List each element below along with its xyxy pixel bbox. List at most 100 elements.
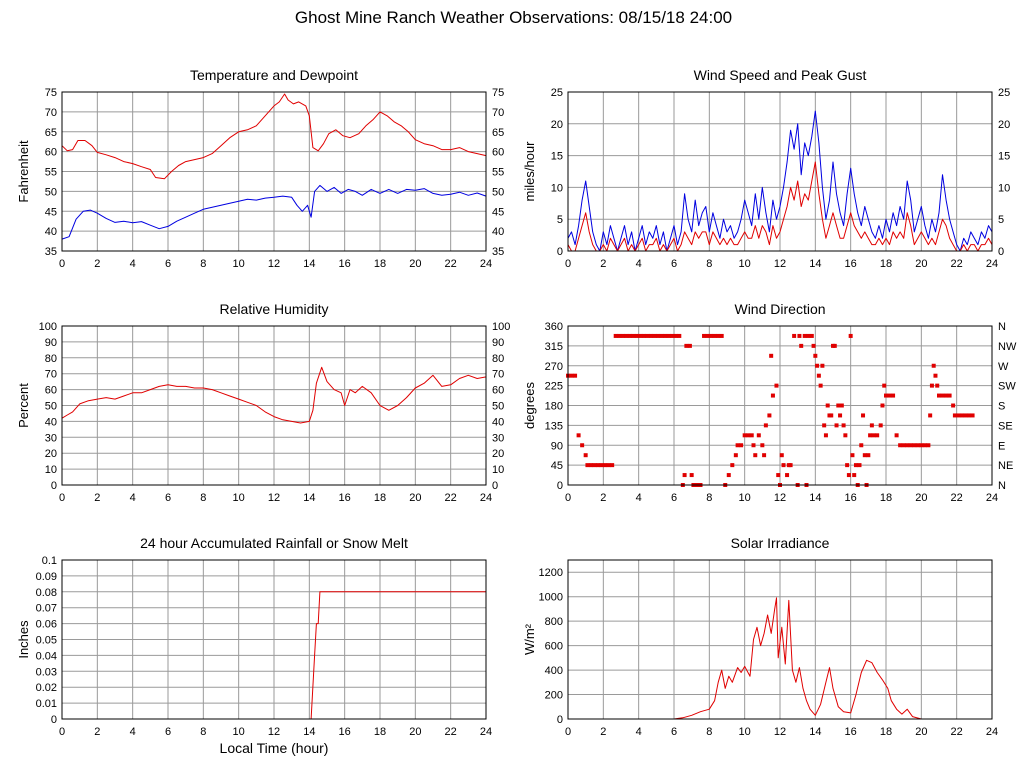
y-tick-label: 400 — [545, 665, 563, 677]
y-tick-label: 50 — [45, 401, 57, 413]
right-tick-label: N — [998, 480, 1006, 492]
data-point — [820, 363, 825, 368]
data-point — [884, 393, 888, 398]
data-point — [627, 333, 632, 338]
data-point — [951, 403, 956, 408]
x-tick-label: 0 — [59, 258, 65, 270]
data-point — [599, 463, 604, 468]
x-tick-label: 18 — [374, 492, 386, 504]
right-tick-label: 20 — [492, 448, 504, 460]
y-tick-label: 1200 — [539, 567, 563, 579]
y-tick-label: 0.05 — [36, 635, 57, 647]
data-point — [670, 333, 675, 338]
x-tick-label: 24 — [480, 726, 492, 738]
x-tick-label: 20 — [915, 258, 927, 270]
x-tick-label: 2 — [600, 726, 606, 738]
right-tick-label: 30 — [492, 432, 504, 444]
data-point — [770, 393, 775, 398]
y-tick-label: 20 — [45, 448, 57, 460]
y-tick-label: 225 — [545, 381, 563, 393]
x-tick-label: 18 — [374, 726, 386, 738]
data-point — [838, 413, 843, 418]
x-tick-label: 16 — [339, 492, 351, 504]
y-tick-label: 70 — [45, 369, 57, 381]
data-point — [689, 473, 694, 478]
data-point — [853, 463, 858, 468]
data-point — [905, 443, 910, 448]
data-point — [756, 433, 761, 438]
chart-temp: 0 2 4 6 8 10 12 14 16 18 20 22 243540455055606570753… — [16, 67, 504, 270]
x-axis-label: Local Time (hour) — [220, 740, 329, 756]
data-point — [617, 333, 622, 338]
data-point — [861, 413, 866, 418]
x-tick-label: 20 — [409, 492, 421, 504]
data-point — [834, 423, 839, 428]
right-tick-label: 35 — [492, 246, 504, 258]
x-tick-label: 14 — [809, 726, 821, 738]
right-tick-label: 60 — [492, 385, 504, 397]
data-point — [878, 423, 883, 428]
data-point — [580, 443, 585, 448]
y-tick-label: 270 — [545, 361, 563, 373]
y-tick-label: 600 — [545, 641, 563, 653]
x-tick-label: 4 — [130, 258, 136, 270]
x-tick-label: 24 — [986, 492, 998, 504]
data-point — [709, 333, 714, 338]
chart-wdir: 0 2 4 6 8 10 12 14 16 18 20 22 240459013518022527031… — [522, 301, 1017, 504]
data-point — [845, 463, 850, 468]
data-point — [659, 333, 664, 338]
x-tick-label: 4 — [636, 492, 642, 504]
x-tick-label: 24 — [480, 258, 492, 270]
data-point — [829, 413, 834, 418]
y-tick-label: 30 — [45, 432, 57, 444]
y-tick-label: 0.07 — [36, 603, 57, 615]
data-point — [868, 433, 873, 438]
data-point — [940, 393, 945, 398]
x-tick-label: 2 — [600, 258, 606, 270]
x-tick-label: 20 — [915, 726, 927, 738]
right-tick-label: 15 — [998, 151, 1010, 163]
data-point — [813, 353, 818, 358]
x-tick-label: 4 — [130, 492, 136, 504]
data-point — [931, 363, 936, 368]
data-point — [956, 413, 961, 418]
x-tick-label: 8 — [200, 492, 206, 504]
y-tick-label: 1000 — [539, 592, 563, 604]
chart-rh: 0 2 4 6 8 10 12 14 16 18 20 22 240102030405060708090… — [16, 301, 510, 504]
data-point — [928, 413, 933, 418]
right-tick-label: W — [998, 361, 1009, 373]
data-point — [937, 393, 941, 398]
y-tick-label: 200 — [545, 690, 563, 702]
data-point — [852, 473, 857, 478]
data-point — [908, 443, 913, 448]
x-tick-label: 10 — [233, 258, 245, 270]
data-point — [610, 463, 615, 468]
x-tick-label: 4 — [636, 258, 642, 270]
data-point — [569, 373, 574, 378]
data-point — [749, 433, 754, 438]
y-tick-label: 0.1 — [42, 555, 57, 567]
data-point — [926, 443, 931, 448]
data-point — [730, 463, 735, 468]
data-point — [843, 433, 848, 438]
series-line-2 — [567, 161, 993, 252]
data-point — [882, 383, 887, 388]
data-point — [802, 333, 807, 338]
y-tick-label: 55 — [45, 167, 57, 179]
right-tick-label: 20 — [998, 119, 1010, 131]
x-tick-label: 18 — [880, 492, 892, 504]
y-tick-label: 0.01 — [36, 698, 57, 710]
data-point — [816, 373, 821, 378]
x-tick-label: 24 — [986, 726, 998, 738]
y-tick-label: 180 — [545, 401, 563, 413]
data-point — [733, 453, 738, 458]
x-tick-label: 2 — [94, 726, 100, 738]
data-point — [891, 393, 896, 398]
x-tick-label: 10 — [739, 258, 751, 270]
y-tick-label: 0.02 — [36, 682, 57, 694]
series-line-1 — [61, 93, 487, 180]
data-point — [652, 333, 657, 338]
right-tick-label: NE — [998, 460, 1013, 472]
data-point — [947, 393, 952, 398]
y-axis-label: Fahrenheit — [16, 140, 31, 203]
